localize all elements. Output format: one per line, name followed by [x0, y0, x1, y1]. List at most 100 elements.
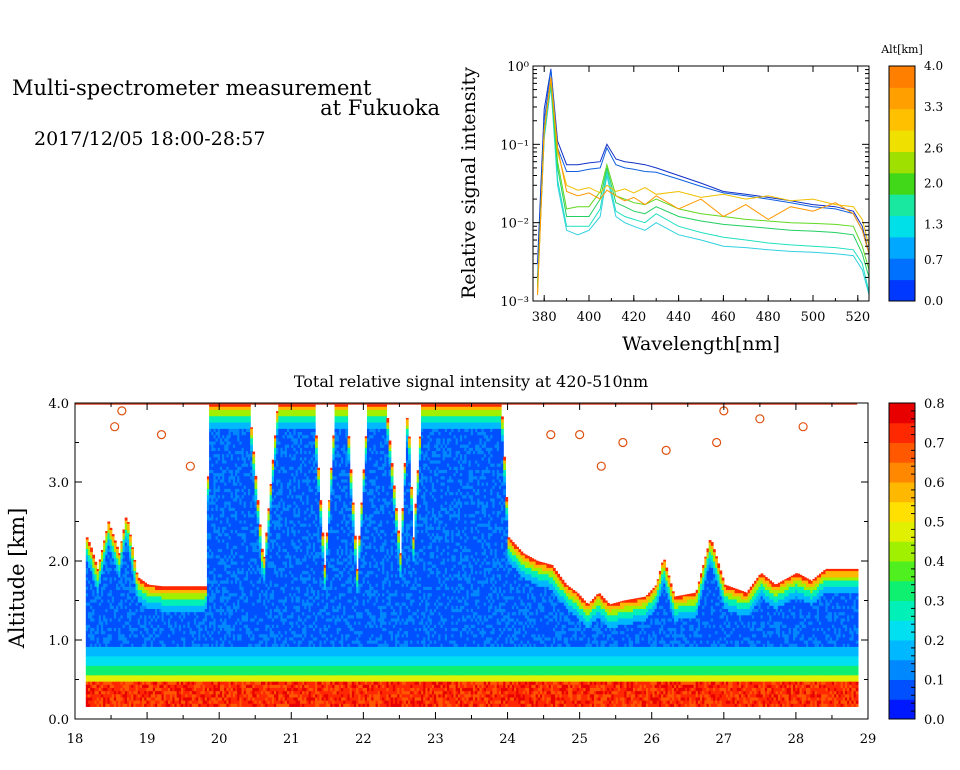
heatmap-cell	[295, 576, 299, 581]
heatmap-cell	[222, 434, 225, 439]
heatmap-cell	[317, 674, 320, 682]
heatmap-cell	[366, 703, 370, 707]
heatmap-cell	[375, 627, 379, 638]
heatmap-cell	[306, 579, 310, 587]
heatmap-cell	[131, 592, 134, 600]
heatmap-cell	[341, 491, 344, 508]
heatmap-cell	[280, 674, 284, 682]
heatmap-cell	[239, 535, 243, 556]
heatmap-cell	[351, 502, 355, 505]
heatmap-cell	[219, 482, 223, 508]
heatmap-cell	[330, 519, 333, 527]
heatmap-cell	[392, 655, 396, 666]
heatmap-cell	[384, 444, 388, 455]
heatmap-cell	[202, 617, 206, 625]
heatmap-cell	[379, 690, 383, 695]
heatmap-cell	[265, 696, 269, 701]
heatmap-cell	[226, 693, 230, 698]
heatmap-cell	[360, 693, 364, 701]
heatmap-cell	[360, 703, 364, 707]
heatmap-cell	[304, 516, 308, 521]
heatmap-cell	[304, 535, 308, 540]
heatmap-cell	[286, 421, 290, 429]
heatmap-cell	[157, 589, 160, 594]
heatmap-cell	[392, 621, 396, 625]
heatmap-cell	[310, 624, 314, 628]
heatmap-cell	[295, 687, 299, 692]
heatmap-cell	[282, 640, 286, 647]
heatmap-cell	[100, 554, 104, 562]
heatmap-cell	[222, 453, 225, 464]
heatmap-cell	[386, 421, 390, 426]
heatmap-cell	[278, 513, 282, 530]
heatmap-cell	[183, 605, 186, 613]
heatmap-cell	[243, 614, 247, 622]
heatmap-cell	[373, 640, 377, 644]
heatmap-cell	[336, 567, 340, 572]
heatmap-cell	[260, 551, 264, 556]
heatmap-cell	[343, 507, 346, 515]
heatmap-cell	[170, 589, 173, 594]
heatmap-cell	[343, 557, 346, 562]
heatmap-cell	[289, 466, 292, 470]
heatmap-cell	[215, 640, 219, 647]
heatmap-cell	[291, 469, 295, 474]
heatmap-cell	[321, 703, 325, 707]
heatmap-cell	[271, 548, 275, 562]
heatmap-cell	[341, 482, 344, 489]
heatmap-cell	[349, 472, 353, 477]
heatmap-cell	[291, 627, 295, 632]
heatmap-cell	[308, 406, 312, 410]
heatmap-cell	[250, 434, 253, 439]
heatmap-cell	[232, 640, 236, 647]
heatmap-cell	[124, 608, 128, 622]
heatmap-cell	[196, 700, 199, 704]
heatmap-cell	[284, 700, 288, 707]
heatmap-cell	[351, 700, 355, 704]
heatmap-cell	[347, 655, 351, 666]
heatmap-cell	[219, 614, 223, 619]
heatmap-cell	[360, 646, 364, 657]
heatmap-cell	[297, 595, 301, 603]
heatmap-cell	[373, 421, 377, 429]
heatmap-cell	[230, 548, 234, 556]
heatmap-cell	[159, 674, 163, 682]
heatmap-cell	[256, 545, 260, 549]
heatmap-cell	[384, 421, 388, 429]
heatmap-cell	[302, 684, 305, 692]
heatmap-cell	[126, 665, 130, 676]
heatmap-cell	[239, 655, 243, 666]
heatmap-cell	[211, 624, 215, 632]
heatmap-cell	[159, 611, 163, 628]
heatmap-cell	[276, 437, 279, 445]
heatmap-cell	[338, 485, 342, 489]
heatmap-cell	[297, 665, 301, 676]
heatmap-cell	[103, 696, 106, 707]
heatmap-cell	[131, 633, 134, 644]
heatmap-cell	[168, 633, 171, 638]
heatmap-cell	[250, 478, 253, 502]
heatmap-cell	[217, 583, 221, 587]
heatmap-cell	[319, 614, 323, 628]
heatmap-cell	[325, 690, 329, 695]
heatmap-cell	[217, 535, 221, 540]
heatmap-cell	[308, 459, 312, 464]
heatmap-cell	[176, 598, 180, 606]
heatmap-cell	[315, 557, 318, 562]
heatmap-cell	[228, 564, 232, 568]
heatmap-cell	[228, 674, 232, 682]
heatmap-cell	[276, 576, 279, 584]
heatmap-cell	[382, 497, 385, 502]
heatmap-cell	[94, 586, 98, 597]
heatmap-cell	[395, 513, 398, 521]
heatmap-cell	[135, 611, 139, 628]
heatmap-cell	[382, 447, 385, 451]
heatmap-cell	[228, 450, 232, 455]
heatmap-cell	[193, 624, 197, 632]
heatmap-cell	[351, 542, 355, 553]
heatmap-cell	[265, 542, 269, 549]
heatmap-cell	[384, 406, 388, 410]
heatmap-cell	[362, 684, 366, 688]
heatmap-cell	[384, 674, 388, 682]
heatmap-cell	[304, 703, 308, 707]
